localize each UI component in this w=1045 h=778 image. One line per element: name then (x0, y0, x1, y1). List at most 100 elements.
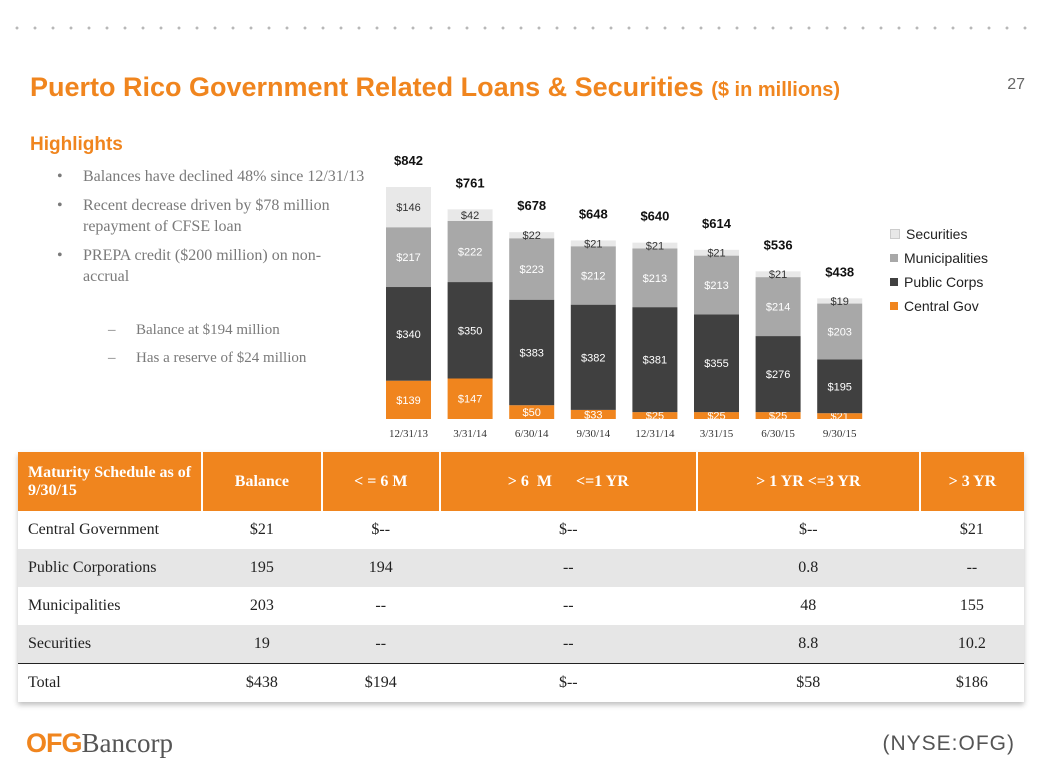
table-header-cell: Balance (202, 452, 323, 511)
bar-total-label: $678 (517, 198, 546, 213)
highlight-sub-bullet: Has a reserve of $24 million (108, 348, 306, 368)
highlight-bullet: Recent decrease driven by $78 million re… (55, 195, 365, 237)
table-total-row: Total $438 $194 $-- $58 $186 (18, 663, 1024, 702)
bar-segment (755, 412, 801, 419)
legend-swatch (890, 254, 898, 262)
table-row: Securities 19 -- -- 8.8 10.2 (18, 625, 1024, 664)
page-title: Puerto Rico Government Related Loans & S… (30, 72, 840, 103)
table-cell: Securities (18, 625, 202, 664)
bar-segment-label: $50 (523, 407, 541, 419)
bar-total-label: $648 (579, 206, 608, 221)
bar-segment-label: $25 (769, 411, 787, 423)
logo-bancorp-text: Bancorp (81, 728, 173, 758)
table-header-row: Maturity Schedule as of 9/30/15 Balance … (18, 452, 1024, 511)
bar-segment (632, 242, 678, 249)
title-units: ($ in millions) (711, 79, 841, 101)
legend-swatch (890, 278, 898, 286)
table-header-cell: > 6 M <=1 YR (439, 452, 698, 511)
bar-segment (447, 378, 493, 419)
table-cell: $21 (959, 521, 984, 538)
bar-segment-label: $213 (704, 280, 728, 292)
bar-segment (817, 303, 863, 360)
table-row: Public Corporations 195 194 -- 0.8 -- (18, 549, 1024, 587)
table-cell: -- (562, 597, 574, 614)
bar-segment-label: $21 (646, 241, 664, 253)
bar-segment (386, 227, 431, 288)
x-axis-tick-label: 9/30/15 (823, 428, 857, 440)
bar-total-label: $536 (764, 237, 793, 252)
bar-segment (694, 255, 739, 315)
table-cell: 48 (800, 597, 817, 614)
legend-item: Securities (890, 222, 988, 246)
bar-segment-label: $21 (707, 248, 725, 260)
table-cell: -- (321, 625, 440, 664)
table-cell: $194 (321, 663, 440, 702)
bar-segment (632, 307, 678, 413)
table-cell: Municipalities (28, 597, 121, 614)
table-header-cell: > 1 YR <=3 YR (696, 452, 921, 511)
bar-segment-label: $22 (523, 230, 541, 242)
bar-segment-label: $33 (584, 409, 602, 421)
bar-segment (509, 299, 555, 406)
bar-segment-label: $382 (581, 352, 605, 364)
table-cell: 155 (959, 597, 984, 614)
legend-swatch (890, 302, 898, 310)
x-axis-tick-label: 3/31/15 (700, 428, 734, 440)
title-main: Puerto Rico Government Related Loans & S… (30, 72, 704, 102)
legend-swatch (890, 229, 900, 239)
legend-item: Central Gov (890, 294, 988, 318)
table-cell: $58 (696, 663, 920, 702)
x-axis-tick-label: 9/30/14 (576, 428, 610, 440)
bar-total-label: $614 (702, 216, 732, 231)
bar-segment (447, 220, 493, 283)
x-axis-tick-label: 6/30/14 (515, 428, 549, 440)
table-cell: 0.8 (696, 549, 920, 587)
table-cell: 8.8 (696, 625, 920, 664)
bar-segment (817, 298, 863, 304)
bar-segment-label: $381 (643, 355, 667, 367)
bar-segment-label: $212 (581, 270, 605, 282)
table-cell: $-- (439, 663, 697, 702)
table-cell: -- (439, 625, 697, 664)
highlight-sub-bullet: Balance at $194 million (108, 320, 306, 340)
bar-total-label: $438 (825, 264, 854, 279)
stacked-bar-chart: $139 $340 $217 $146 $842 12/31/13 $147 $350 $222… (386, 153, 863, 440)
table-cell: $-- (558, 521, 578, 538)
bar-segment (386, 187, 431, 228)
bar-segment-label: $222 (458, 246, 482, 258)
logo-ofg-text: OFG (26, 728, 82, 758)
table-cell: $-- (798, 521, 818, 538)
bar-segment-label: $203 (827, 327, 851, 339)
bar-segment (817, 359, 863, 414)
x-axis-tick-label: 6/30/15 (761, 428, 795, 440)
bar-total-label: $842 (394, 153, 423, 168)
bar-total-label: $761 (456, 175, 485, 190)
table-cell: 10.2 (919, 625, 1024, 664)
bar-segment-label: $21 (769, 269, 787, 281)
bar-segment-label: $19 (831, 296, 849, 308)
table-cell: $-- (371, 521, 391, 538)
x-axis-tick-label: 3/31/14 (453, 428, 487, 440)
table-cell: Public Corporations (18, 549, 202, 587)
table-cell: Total (18, 663, 202, 702)
table-header-cell: Maturity Schedule as of 9/30/15 (18, 452, 203, 511)
highlights-sub-list: Balance at $194 million Has a reserve of… (108, 320, 306, 376)
bar-segment (386, 380, 431, 419)
bar-segment-label: $21 (584, 238, 602, 250)
bar-segment-label: $147 (458, 394, 482, 406)
legend-label: Central Gov (904, 298, 979, 314)
highlights-list: Balances have declined 48% since 12/31/1… (55, 166, 365, 295)
highlight-bullet: Balances have declined 48% since 12/31/1… (55, 166, 365, 187)
bar-segment-label: $146 (396, 202, 420, 214)
legend-label: Securities (906, 226, 968, 242)
legend-label: Municipalities (904, 250, 989, 266)
table-cell: -- (439, 549, 697, 587)
table-cell: 203 (249, 597, 274, 614)
bar-segment-label: $355 (704, 358, 728, 370)
x-axis-tick-label: 12/31/13 (389, 428, 429, 440)
decorative-dot-border (8, 22, 1038, 34)
table-cell: 19 (202, 625, 322, 664)
bar-segment (632, 412, 678, 419)
bar-segment (570, 240, 616, 247)
highlight-bullet: PREPA credit ($200 million) on non-accru… (55, 245, 365, 287)
